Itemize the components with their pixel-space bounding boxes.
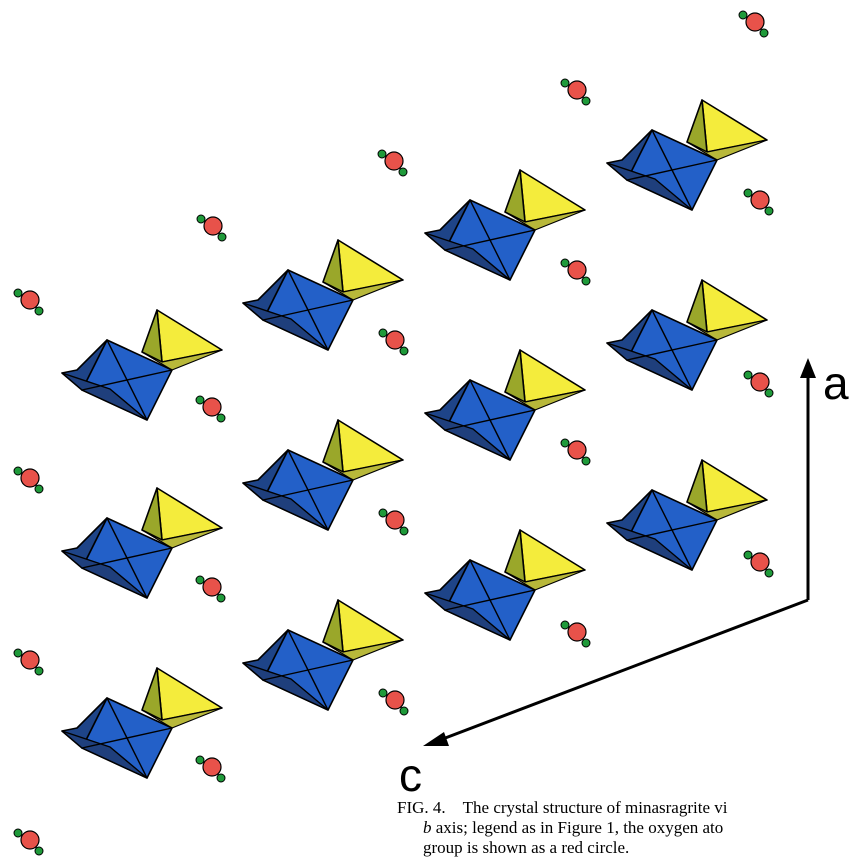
water-molecule	[560, 620, 591, 648]
water-molecule	[738, 10, 769, 38]
c-axis-arrowhead	[423, 732, 449, 746]
a-axis-arrowhead	[800, 358, 816, 378]
polyhedron-unit	[606, 99, 768, 211]
water-molecule	[13, 828, 44, 856]
polyhedron-unit	[606, 459, 768, 571]
water-molecule	[743, 370, 774, 398]
figure-caption: FIG. 4. The crystal structure of minasra…	[397, 798, 856, 858]
caption-line-2: axis; legend as in Figure 1, the oxygen …	[431, 818, 724, 837]
water-molecule	[560, 438, 591, 466]
water-molecule	[195, 395, 226, 423]
water-molecule	[13, 648, 44, 676]
caption-line-3: group is shown as a red circle.	[423, 838, 630, 857]
water-molecule	[195, 575, 226, 603]
water-molecule	[196, 214, 227, 242]
polyhedra-layer	[61, 99, 768, 779]
water-molecule	[560, 258, 591, 286]
water-molecule	[377, 149, 408, 177]
a-axis-label: a	[823, 357, 849, 409]
water-molecule	[378, 508, 409, 536]
polyhedron-unit	[606, 279, 768, 391]
water-molecule	[560, 78, 591, 106]
water-molecule	[743, 550, 774, 578]
caption-label: FIG. 4.	[397, 798, 446, 817]
caption-line-1: The crystal structure of minasragrite vi	[462, 798, 728, 817]
water-molecule	[743, 188, 774, 216]
c-axis-label: c	[399, 749, 422, 801]
water-molecule	[378, 688, 409, 716]
water-molecule	[195, 755, 226, 783]
water-molecule	[13, 288, 44, 316]
c-axis-line	[439, 598, 809, 742]
water-molecule	[13, 466, 44, 494]
water-molecule	[378, 328, 409, 356]
caption-axis-italic: b	[423, 818, 432, 837]
